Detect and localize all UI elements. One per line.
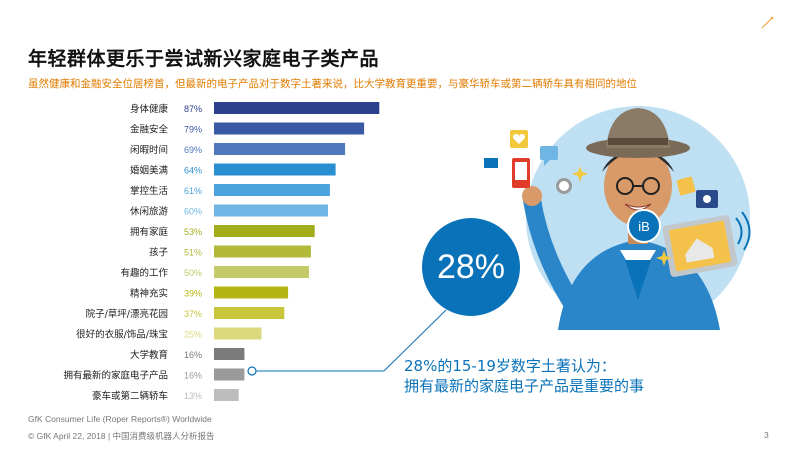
category-label: 豪车或第二辆轿车 [92, 390, 168, 402]
value-label: 64% [184, 166, 202, 176]
sparkle-icon [572, 166, 588, 182]
heart-icon [510, 130, 528, 148]
page-subtitle: 虽然健康和金融安全位居榜首，但最新的电子产品对于数字土著来说，比大学教育更重要，… [28, 78, 637, 90]
arrow-icon [761, 16, 774, 29]
microwave-icon [484, 158, 498, 168]
bar [214, 327, 262, 340]
bar [214, 389, 239, 401]
bar-chart: 身体健康 87% 金融安全 79% 闲暇时间 69% 婚姻美满 64% 掌控生活 61% 休闲旅游 6… [63, 102, 380, 402]
chat-icon [540, 146, 558, 166]
value-label: 53% [184, 227, 202, 237]
value-label: 16% [184, 350, 202, 360]
phone-icon [512, 158, 530, 188]
bar [214, 307, 285, 319]
bar [214, 184, 330, 196]
page-title: 年轻群体更乐于尝试新兴家庭电子类产品 [28, 48, 380, 70]
category-label: 拥有家庭 [130, 226, 169, 238]
category-label: 掌控生活 [130, 185, 169, 197]
category-label: 孩子 [149, 247, 169, 259]
value-label: 13% [184, 391, 202, 401]
stat-callout: 28%的15-19岁数字土著认为： 拥有最新的家庭电子产品是重要的事 [404, 356, 644, 396]
value-label: 16% [184, 371, 202, 381]
camera-icon [696, 190, 718, 208]
category-label: 休闲旅游 [130, 206, 169, 218]
category-label: 精神充实 [130, 288, 168, 300]
category-label: 大学教育 [130, 349, 168, 361]
category-label: 有趣的工作 [120, 267, 168, 279]
value-label: 50% [184, 268, 202, 278]
stat-circle: 28% [422, 218, 520, 316]
bar [214, 204, 328, 217]
category-label: 婚姻美满 [130, 165, 169, 177]
value-label: 51% [184, 248, 202, 258]
wifi-icon [735, 211, 751, 251]
value-label: 25% [184, 330, 202, 340]
bar [214, 368, 245, 381]
bar [214, 348, 245, 360]
copyright-note: © GfK April 22, 2018 | 中国消费级机器人分析报告 [28, 431, 215, 441]
value-label: 61% [184, 186, 202, 196]
page-number: 3 [764, 430, 769, 440]
bar [214, 225, 315, 237]
ib-badge [627, 209, 661, 243]
sparkle-icon [656, 250, 672, 266]
category-label: 金融安全 [130, 124, 169, 136]
bar [214, 102, 380, 114]
value-label: 60% [184, 207, 202, 217]
category-label: 拥有最新的家庭电子产品 [63, 370, 168, 382]
compass-icon [556, 178, 572, 194]
digital-native-illustration: iB [484, 106, 751, 330]
bar [214, 122, 365, 135]
category-label: 闲暇时间 [130, 144, 168, 156]
category-label: 院子/草坪/漂亮花园 [86, 308, 168, 320]
value-label: 39% [184, 289, 202, 299]
tablet-icon [662, 215, 738, 277]
bar [214, 143, 346, 155]
bar [214, 245, 311, 258]
category-label: 很好的衣服/饰品/珠宝 [76, 329, 168, 341]
value-label: 79% [184, 125, 202, 135]
ib-badge-label: iB [638, 219, 650, 234]
source-note: GfK Consumer Life (Roper Reports®) World… [28, 414, 212, 424]
value-label: 69% [184, 145, 202, 155]
stat-callout-line2: 拥有最新的家庭电子产品是重要的事 [404, 377, 645, 395]
bar [214, 266, 309, 278]
bar [214, 286, 289, 299]
document-icon [676, 176, 696, 196]
value-label: 87% [184, 104, 202, 114]
category-label: 身体健康 [130, 103, 169, 115]
value-label: 37% [184, 309, 202, 319]
bar [214, 163, 336, 176]
stat-callout-line1: 28%的15-19岁数字土著认为： [404, 357, 616, 375]
